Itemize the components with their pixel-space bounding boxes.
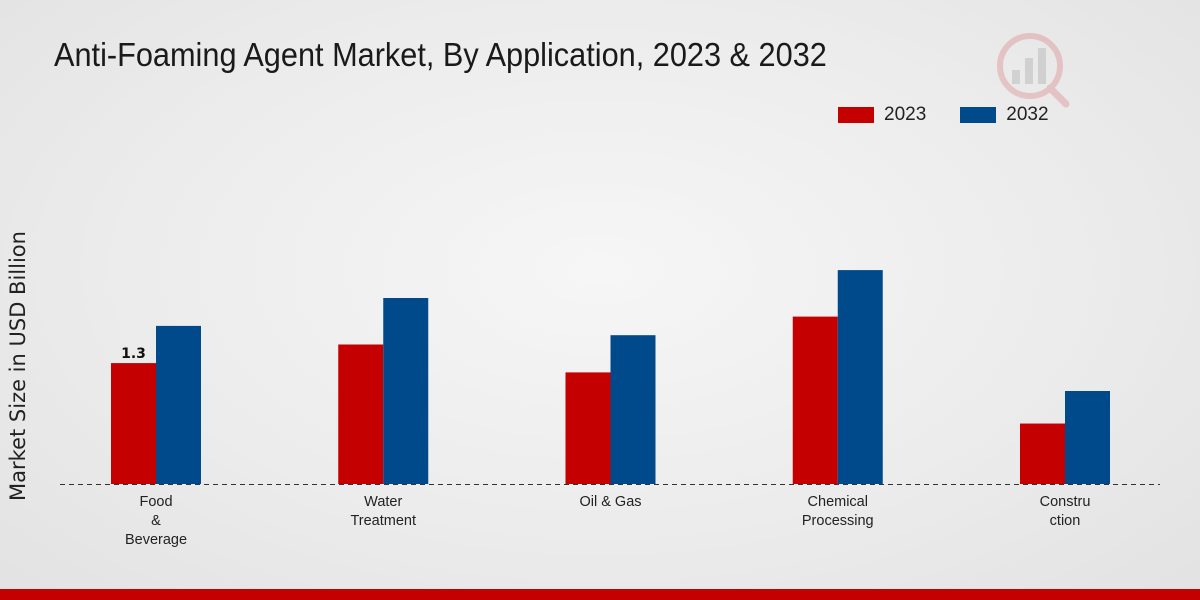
- bar-2032-oil-gas: [610, 335, 656, 484]
- bar-2023-chemical-processing: [792, 316, 838, 484]
- legend-item-2032: 2032: [960, 104, 1049, 126]
- bar-2023-water-treatment: [338, 344, 384, 484]
- bar-2032-chemical-processing: [837, 270, 883, 484]
- chart-title: Anti-Foaming Agent Market, By Applicatio…: [54, 36, 827, 73]
- x-tick-label: Food & Beverage: [125, 494, 187, 548]
- legend-swatch-2032: [960, 107, 997, 123]
- bar-2023-construction: [1020, 423, 1065, 484]
- legend-swatch-2023: [838, 107, 874, 123]
- x-tick-label: Chemical Processing: [802, 494, 874, 529]
- watermark-logo-icon: [997, 33, 1070, 108]
- legend-label-2023: 2023: [884, 104, 927, 125]
- x-tick-label: Water Treatment: [350, 494, 416, 529]
- bar-2032-food-beverage: [156, 325, 201, 484]
- bar-2032-construction: [1065, 391, 1110, 484]
- x-tick-label: Constru ction: [1040, 494, 1091, 529]
- bar-2023-food-beverage: [111, 363, 156, 484]
- legend-item-2023: 2023: [838, 104, 926, 126]
- legend-label-2032: 2032: [1006, 104, 1049, 125]
- bottom-accent-band: [0, 589, 1200, 600]
- legend: 2023 2032: [838, 104, 1083, 126]
- bar-2032-water-treatment: [383, 298, 429, 484]
- data-label: 1.3: [121, 346, 146, 362]
- bar-2023-oil-gas: [565, 372, 611, 484]
- x-tick-label: Oil & Gas: [579, 494, 641, 510]
